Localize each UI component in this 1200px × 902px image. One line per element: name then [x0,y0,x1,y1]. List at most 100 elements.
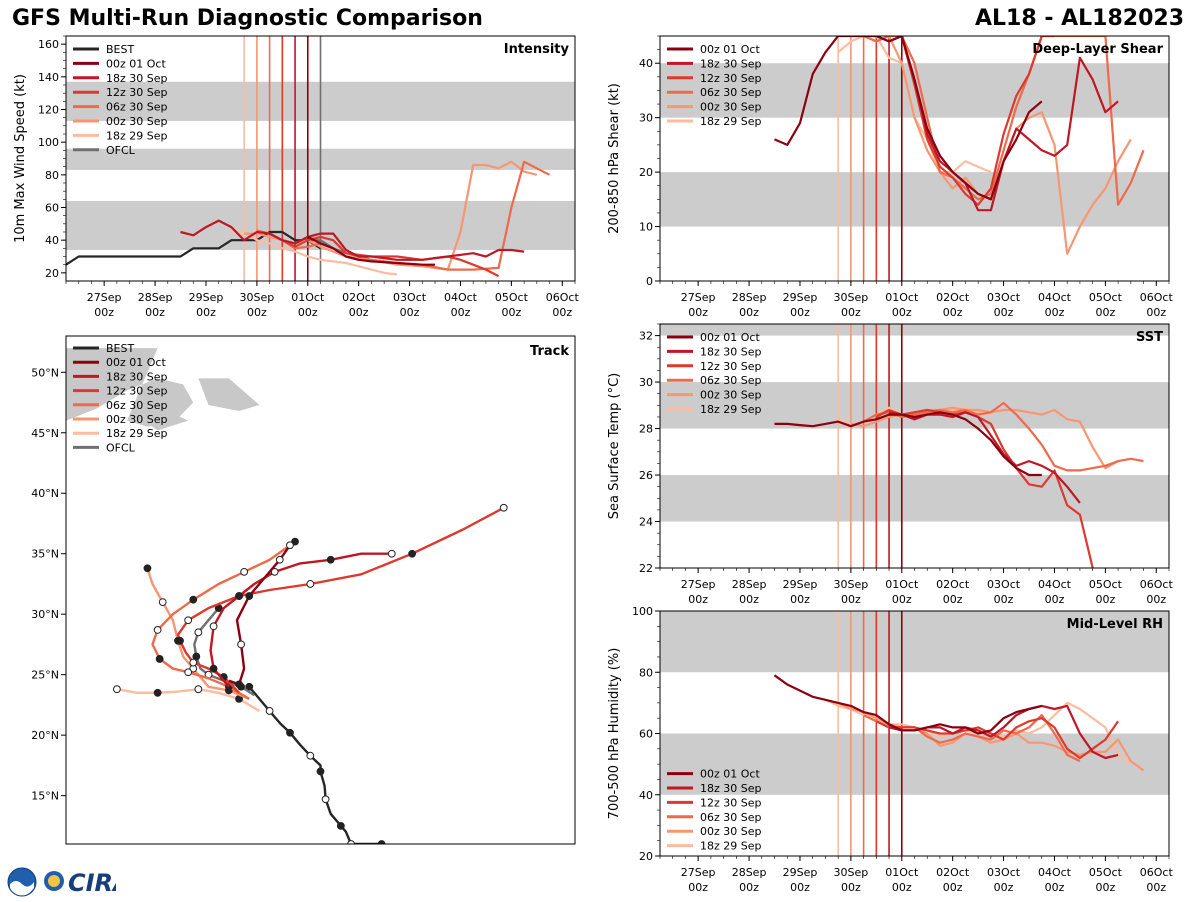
shear-x-tick-label: 30Sep [834,291,869,304]
intensity-x-tick-label: 05Oct [495,291,529,304]
track-point [306,751,315,760]
sst-legend-label: 00z 30 Sep [700,389,762,402]
intensity-x-tick-label: 02Oct [342,291,376,304]
shear-series-line [863,36,1145,206]
sst-x-tick-label: 30Sep [834,578,869,591]
shear-legend-label: 00z 01 Oct [700,43,760,56]
rh-y-axis-label: 700-500 hPa Humidity (%) [607,648,622,820]
panel-rh: 20 40 60 80 100 27Sep 00z 28Sep 00z 29Sep 00z 30Sep… [607,605,1173,894]
sst-series-line [875,408,1094,568]
track-point [235,680,243,689]
sst-x-tick-label: 06Oct [1140,578,1174,591]
intensity-x-tick-label: 29Sep [189,291,224,304]
intensity-x-tick-label: 00z [94,306,114,319]
rh-x-tick-label: 06Oct [1140,866,1174,879]
track-y-tick-label: 25°N [31,669,59,682]
rh-x-tick-label: 00z [1045,881,1065,894]
track-series-line [176,506,505,694]
track-panel-title: Track [530,344,569,359]
sst-x-tick-label: 00z [994,593,1014,606]
shear-panel-title: Deep-Layer Shear [1032,42,1163,57]
track-point [286,728,294,737]
track-point [321,795,330,804]
cira-logo: CIRA [6,866,132,898]
land-mass [198,378,260,411]
rh-x-tick-label: 27Sep [681,866,716,879]
sst-x-tick-label: 00z [892,593,912,606]
shear-legend-label: 06z 30 Sep [700,86,762,99]
sst-y-tick-label: 22 [639,562,653,575]
intensity-panel-title: Intensity [504,42,570,57]
rh-x-tick-label: 03Oct [987,866,1021,879]
rh-series-line [773,674,1043,735]
track-series-line [193,607,255,697]
track-point [306,580,315,588]
rh-y-tick-label: 20 [639,850,653,863]
intensity-x-tick-label: 27Sep [87,291,122,304]
intensity-series-line [66,230,322,266]
intensity-x-tick-label: 00z [349,306,369,319]
track-point [245,682,254,691]
sst-x-tick-label: 00z [1095,593,1115,606]
rh-legend-label: 00z 30 Sep [700,825,762,838]
track-point [143,564,152,573]
track-point [209,664,218,673]
intensity-y-tick-label: 80 [45,169,59,182]
sst-x-tick-label: 00z [943,593,963,606]
intensity-series-line [307,235,435,266]
track-y-tick-label: 45°N [31,427,59,440]
sst-x-tick-label: 02Oct [936,578,970,591]
track-point [291,537,299,546]
shear-x-tick-label: 00z [1146,306,1166,319]
rh-legend-label: 18z 30 Sep [700,782,762,795]
intensity-x-tick-label: 00z [451,306,471,319]
track-legend-label: BEST [106,342,134,355]
sst-x-tick-label: 00z [688,593,708,606]
intensity-x-tick-label: 00z [501,306,521,319]
track-legend-label: OFCL [106,441,136,454]
shear-y-tick-label: 30 [639,112,653,125]
shear-x-tick-label: 28Sep [732,291,767,304]
shear-x-tick-label: 00z [1045,306,1065,319]
rh-x-tick-label: 00z [892,881,912,894]
sst-legend-label: 12z 30 Sep [700,360,762,373]
track-y-tick-label: 50°N [31,366,59,379]
intensity-x-tick-label: 03Oct [393,291,427,304]
intensity-x-tick-label: 00z [145,306,165,319]
track-point [189,658,198,667]
track-y-tick-label: 20°N [31,729,59,742]
intensity-y-tick-label: 140 [38,71,59,84]
track-point [326,555,335,564]
sst-x-tick-label: 00z [790,593,810,606]
track-legend-label: 18z 29 Sep [106,427,168,440]
rh-series-line [875,717,1120,760]
rh-x-tick-label: 00z [841,881,861,894]
rh-x-tick-label: 00z [739,881,759,894]
track-series-line [146,567,250,701]
shear-x-tick-label: 00z [688,306,708,319]
rh-x-tick-label: 00z [688,881,708,894]
intensity-x-tick-label: 01Oct [291,291,325,304]
shear-y-tick-label: 0 [646,275,653,288]
land-mass [147,415,189,431]
rh-plot-area [660,611,1169,856]
track-y-tick-label: 35°N [31,548,59,561]
shear-x-tick-label: 06Oct [1140,291,1174,304]
sst-legend-label: 18z 30 Sep [700,345,762,358]
intensity-legend-label: OFCL [106,144,136,157]
intensity-y-tick-label: 40 [45,234,59,247]
sst-legend-label: 00z 01 Oct [700,331,760,344]
rh-threshold-band [660,611,1169,673]
intensity-x-tick-label: 00z [247,306,267,319]
land-mass [66,348,194,427]
sst-x-tick-label: 03Oct [987,578,1021,591]
shear-y-tick-label: 40 [639,57,653,70]
sst-threshold-band [660,324,1169,336]
panel-track: 15°N 20°N 25°N 30°N 35°N 40°N 45°N 50°N Track BES… [31,335,576,845]
track-series-line [248,686,385,844]
rh-x-tick-label: 29Sep [783,866,818,879]
intensity-legend-label: 18z 30 Sep [106,72,168,85]
intensity-series-line [180,219,525,261]
intensity-legend-label: 00z 01 Oct [106,57,166,70]
